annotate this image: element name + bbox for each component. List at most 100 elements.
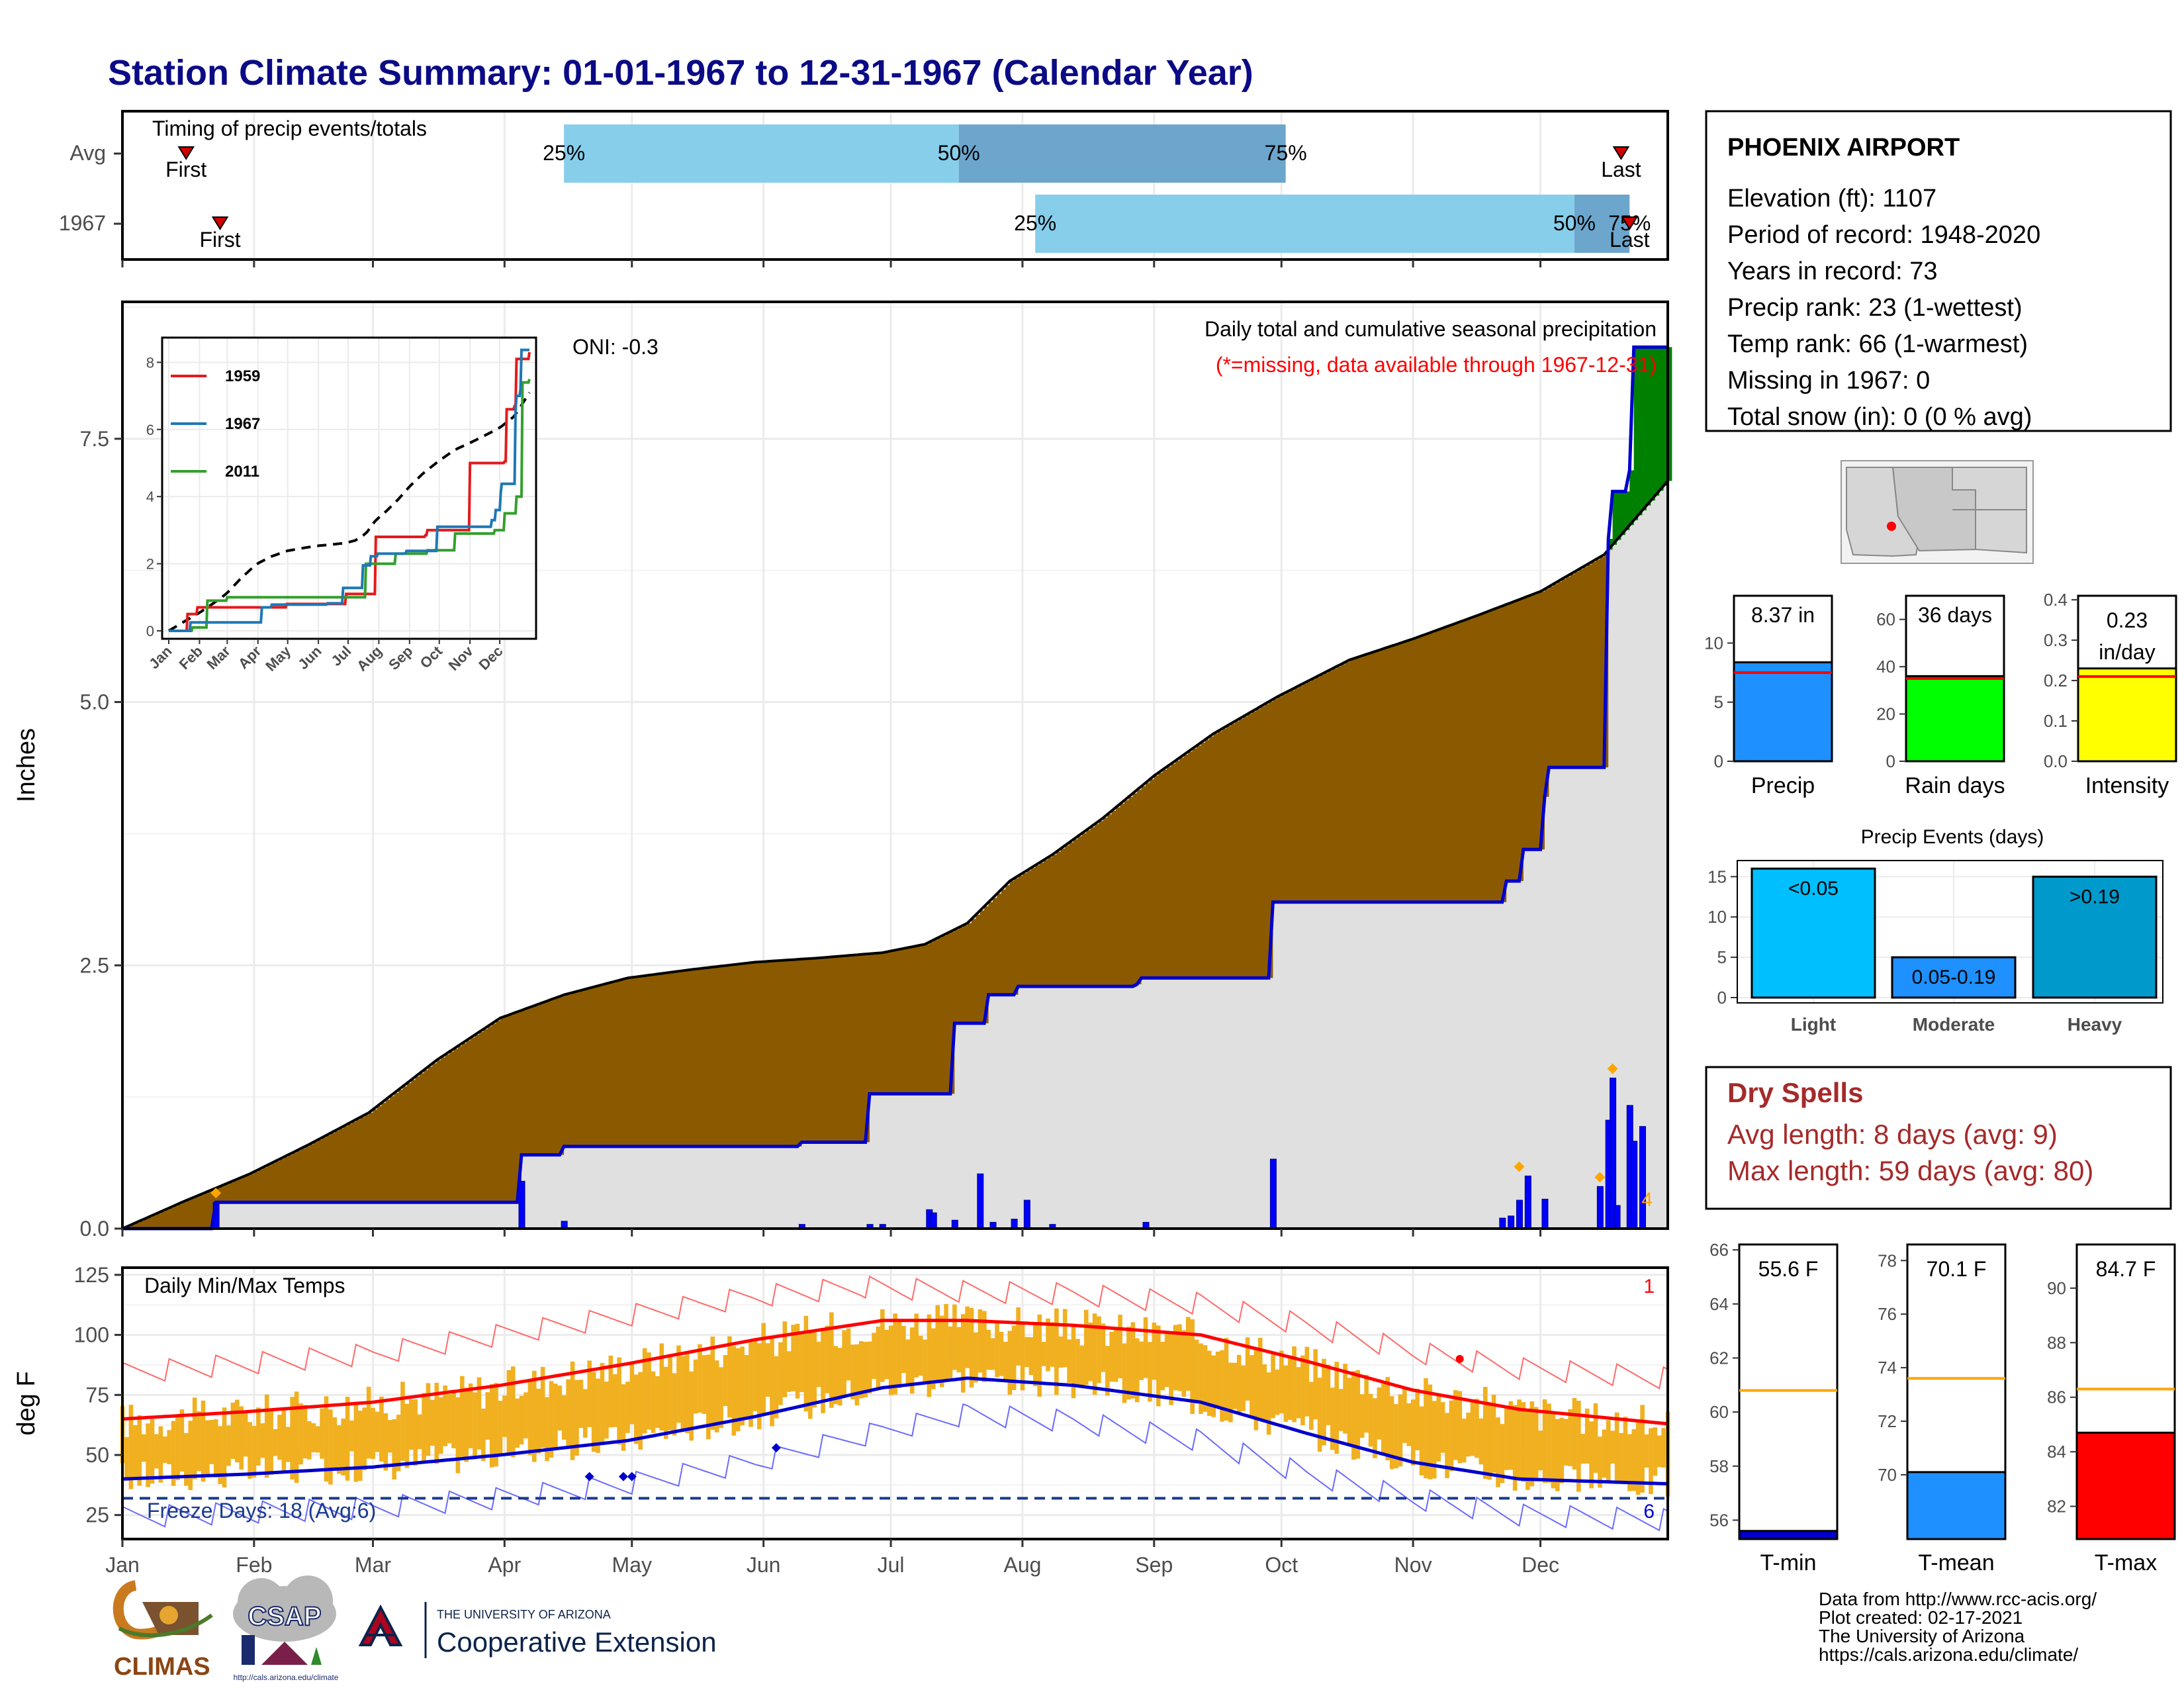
temp-summary-bars: 55.6 F 56 58 60 62 64 66 T-min 70.1 F 70 72 74 76 78 T…: [1709, 1240, 2176, 1575]
summary-bar-label: Rain days: [1905, 773, 2005, 798]
events-category-label: Heavy: [2068, 1014, 2122, 1035]
daily-temp-bar: [821, 1329, 825, 1413]
daily-temp-bar: [362, 1407, 367, 1471]
daily-temp-bar: [1432, 1401, 1437, 1479]
summary-bar: [1905, 675, 2005, 763]
daily-temp-bar: [1398, 1394, 1403, 1467]
daily-temp-bar: [345, 1397, 350, 1481]
daily-temp-bar: [209, 1420, 214, 1464]
daily-temp-bar: [909, 1327, 915, 1394]
daily-temp-bar: [473, 1392, 477, 1460]
daily-temp-bar: [1623, 1417, 1628, 1481]
daily-temp-bar: [1487, 1405, 1492, 1480]
daily-temp-bar: [1211, 1355, 1216, 1417]
month-label: Aug: [1003, 1553, 1041, 1577]
daily-temp-bar: [502, 1395, 507, 1437]
climas-logo: CLIMAS: [113, 1580, 213, 1681]
temp-summary-label: T-min: [1760, 1550, 1817, 1575]
inset-ytick-label: 2: [146, 556, 154, 573]
daily-temp-bar: [510, 1366, 516, 1458]
daily-temp-bar: [1631, 1429, 1637, 1491]
station-info-box: PHOENIX AIRPORT Elevation (ft): 1107 Per…: [1705, 110, 2172, 432]
daily-temp-bar: [1308, 1382, 1314, 1430]
daily-temp-bar: [1479, 1418, 1484, 1465]
daily-temp-bar: [774, 1356, 779, 1419]
daily-temp-bar: [133, 1425, 138, 1477]
daily-temp-bar: [655, 1376, 660, 1429]
daily-temp-bar: [812, 1329, 817, 1408]
daily-temp-bar: [1215, 1351, 1220, 1408]
summary-ytick-label: 0.2: [2044, 671, 2068, 690]
daily-temp-bar: [1101, 1323, 1106, 1372]
summary-value-label: 8.37 in: [1751, 603, 1815, 627]
daily-temp-bar: [468, 1383, 473, 1448]
events-bar-label: >0.19: [2070, 886, 2120, 908]
daily-precip-bar: [1631, 1141, 1638, 1229]
record-max-line: [122, 1275, 1668, 1389]
daily-temp-bar: [1461, 1419, 1467, 1463]
daily-temp-bar: [1152, 1322, 1157, 1380]
daily-temp-bar: [162, 1436, 167, 1464]
events-bar-label: 0.05-0.19: [1912, 966, 1996, 988]
daily-temp-bar: [481, 1409, 486, 1462]
daily-temp-bar: [587, 1360, 592, 1427]
daily-temp-bar: [1334, 1362, 1340, 1454]
daily-temp-bar: [714, 1360, 719, 1432]
daily-temp-bar: [128, 1405, 134, 1489]
daily-temp-bar: [167, 1430, 171, 1465]
daily-temp-bar: [1067, 1339, 1071, 1383]
daily-precip-bar: [1269, 1158, 1277, 1229]
daily-temp-bar: [264, 1394, 269, 1478]
daily-temp-bar: [757, 1343, 762, 1430]
daily-temp-bar: [995, 1323, 999, 1378]
daily-temp-bar: [392, 1419, 396, 1480]
temp-summary-ytick-label: 56: [1709, 1510, 1729, 1530]
temp-summary-ytick-label: 66: [1709, 1240, 1729, 1260]
daily-temp-bar: [413, 1399, 418, 1466]
daily-temp-bar: [1445, 1413, 1449, 1478]
daily-temp-bar: [591, 1372, 596, 1452]
daily-temp-bar: [366, 1386, 371, 1459]
daily-temp-bar: [188, 1421, 193, 1491]
timing-bar-q50-q75: [1574, 195, 1630, 253]
credit-data-source: Data from http://www.rcc-acis.org/: [1819, 1589, 2097, 1609]
temp-panel-label: Daily Min/Max Temps: [144, 1274, 345, 1297]
daily-temp-bar: [1355, 1370, 1361, 1459]
daily-temp-bar: [494, 1383, 498, 1467]
daily-temp-bar: [1424, 1378, 1428, 1479]
month-label: Apr: [488, 1553, 521, 1577]
events-bar-label: <0.05: [1788, 878, 1839, 900]
daily-temp-bar: [285, 1427, 291, 1462]
inset-legend-label: 1967: [225, 415, 260, 433]
daily-temp-bar: [982, 1311, 987, 1383]
daily-temp-bar: [1475, 1398, 1479, 1458]
daily-temp-bar: [1394, 1404, 1398, 1469]
daily-temp-bar: [1143, 1317, 1148, 1378]
temp-summary-ytick-label: 60: [1709, 1402, 1729, 1422]
daily-temp-bar: [532, 1370, 537, 1462]
record-markers: [210, 1063, 1618, 1199]
inset-legend: 1959 1967 2011: [171, 367, 260, 481]
daily-temp-bar: [706, 1354, 711, 1440]
daily-temp-bar: [171, 1421, 176, 1486]
record-diamond: [1607, 1063, 1618, 1074]
daily-temp-bar: [281, 1409, 287, 1474]
daily-temp-bar: [625, 1382, 630, 1433]
daily-temp-bar: [396, 1415, 401, 1472]
daily-temp-bar: [986, 1329, 991, 1370]
station-years: Years in record: 73: [1727, 258, 1938, 285]
daily-temp-bar: [744, 1355, 749, 1418]
daily-temp-bar: [1105, 1346, 1110, 1396]
daily-temp-bar: [1538, 1430, 1543, 1471]
station-snow: Total snow (in): 0 (0 % avg): [1727, 403, 2032, 431]
inset-legend-label: 1959: [225, 367, 260, 385]
daily-temp-bar: [1003, 1341, 1008, 1383]
daily-temp-bars: [120, 1303, 1670, 1497]
events-frame: [1737, 860, 2163, 1004]
daily-temp-bar: [124, 1437, 129, 1481]
events-bar: [2032, 875, 2158, 999]
daily-temp-bar: [1572, 1397, 1577, 1470]
daily-temp-bar: [1470, 1399, 1475, 1456]
daily-temp-bar: [956, 1327, 962, 1373]
